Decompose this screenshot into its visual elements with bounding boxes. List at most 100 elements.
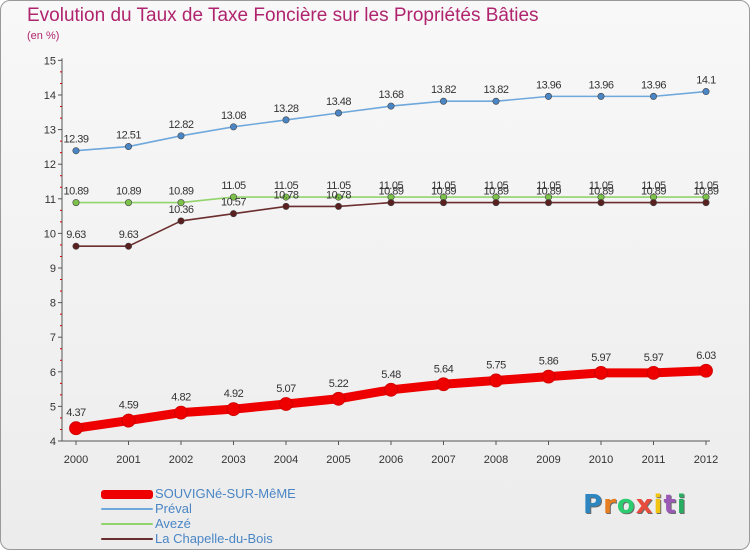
series-point-1 — [125, 143, 133, 151]
y-tick-label: 13 — [44, 125, 56, 137]
data-label-1: 13.82 — [483, 84, 508, 96]
data-label-1: 13.48 — [326, 96, 351, 108]
data-label-1: 13.96 — [641, 79, 666, 91]
series-point-1 — [177, 132, 185, 140]
series-point-1 — [544, 92, 552, 100]
data-label-3: 10.89 — [378, 186, 403, 198]
series-point-0 — [279, 397, 293, 411]
data-label-2: 11.05 — [221, 180, 246, 192]
series-point-3 — [387, 199, 395, 207]
series-point-2 — [125, 199, 133, 207]
logo-letter: o — [616, 490, 636, 520]
data-label-0: 5.48 — [381, 369, 401, 381]
logo-letter: i — [653, 490, 664, 520]
series-point-1 — [230, 123, 238, 131]
data-label-2: 11.05 — [589, 180, 614, 192]
series-point-2 — [282, 193, 290, 201]
data-label-0: 4.37 — [66, 407, 86, 419]
series-point-3 — [230, 210, 238, 218]
legend-label-aveze: Avezé — [155, 516, 191, 531]
legend-label-chapelle: La Chapelle-du-Bois — [155, 531, 273, 546]
data-label-2: 10.89 — [116, 186, 141, 198]
data-label-3: 10.57 — [221, 197, 246, 209]
x-tick-label: 2012 — [694, 454, 718, 466]
series-point-3 — [177, 217, 185, 225]
series-point-3 — [334, 202, 342, 210]
series-point-1 — [492, 97, 500, 105]
x-tick-label: 2009 — [536, 454, 560, 466]
series-point-0 — [646, 365, 661, 380]
y-tick-label: 9 — [50, 263, 56, 275]
series-point-0 — [699, 363, 713, 378]
proxiti-logo: Proxiti — [583, 490, 687, 520]
x-tick-label: 2002 — [169, 454, 193, 466]
x-tick-label: 2010 — [589, 454, 613, 466]
data-label-0: 5.22 — [329, 378, 349, 390]
series-point-1 — [597, 92, 605, 100]
legend-label-preval: Préval — [155, 501, 192, 516]
data-label-3: 9.63 — [66, 229, 86, 241]
data-label-3: 10.78 — [326, 189, 351, 201]
series-point-1 — [649, 92, 657, 100]
series-point-3 — [125, 242, 133, 250]
data-label-2: 10.89 — [63, 186, 88, 198]
data-label-3: 9.63 — [119, 229, 139, 241]
x-tick-label: 2003 — [221, 454, 245, 466]
x-tick-label: 2005 — [326, 454, 350, 466]
x-tick-label: 2006 — [379, 454, 403, 466]
series-point-1 — [702, 88, 710, 96]
data-label-1: 13.28 — [273, 103, 298, 115]
logo-letter: t — [663, 490, 677, 520]
series-point-2 — [177, 199, 185, 207]
y-tick-label: 14 — [44, 90, 56, 102]
series-point-0 — [541, 369, 556, 384]
data-label-0: 5.75 — [486, 359, 506, 371]
data-label-3: 10.36 — [168, 204, 193, 216]
data-label-1: 13.08 — [221, 110, 246, 122]
y-tick-label: 4 — [50, 436, 56, 448]
data-label-3: 10.89 — [693, 186, 718, 198]
data-label-3: 10.89 — [431, 186, 456, 198]
y-tick-label: 6 — [50, 367, 56, 379]
series-point-3 — [439, 199, 447, 207]
series-point-2 — [334, 193, 342, 201]
unit-label: (en %) — [27, 30, 60, 42]
y-tick-label: 7 — [50, 332, 56, 344]
data-label-1: 12.51 — [116, 130, 141, 142]
data-label-1: 13.68 — [378, 89, 403, 101]
data-label-3: 10.78 — [273, 189, 298, 201]
logo-letter: x — [635, 490, 654, 520]
series-point-1 — [387, 102, 395, 110]
data-label-3: 10.89 — [588, 186, 613, 198]
series-point-0 — [331, 391, 346, 406]
x-tick-label: 2011 — [642, 454, 666, 466]
data-label-0: 5.86 — [539, 356, 559, 368]
data-label-2: 11.05 — [326, 180, 351, 192]
series-point-0 — [121, 413, 136, 428]
data-label-0: 5.97 — [591, 352, 611, 364]
series-point-1 — [72, 147, 80, 155]
series-point-3 — [282, 202, 290, 210]
y-tick-label: 8 — [50, 298, 56, 310]
logo-letter: P — [583, 490, 604, 520]
series-point-2 — [230, 193, 238, 201]
data-label-1: 12.39 — [63, 134, 88, 146]
legend-swatch-aveze — [101, 523, 153, 525]
data-label-0: 5.64 — [434, 363, 454, 375]
data-label-1: 14.1 — [696, 75, 716, 87]
legend-swatch-chapelle — [101, 538, 153, 540]
data-label-0: 4.59 — [119, 400, 139, 412]
series-point-0 — [174, 405, 188, 420]
series-point-3 — [702, 199, 710, 207]
y-tick-label: 11 — [45, 194, 56, 206]
series-point-3 — [544, 199, 552, 207]
logo-letter: r — [603, 490, 617, 520]
data-label-3: 10.89 — [641, 186, 666, 198]
data-label-2: 10.89 — [168, 186, 193, 198]
data-label-2: 11.05 — [484, 180, 509, 192]
y-tick-label: 12 — [44, 159, 56, 171]
legend-label-souvigne: SOUVIGNé-SUR-MêME — [155, 486, 296, 501]
x-tick-label: 2000 — [64, 454, 88, 466]
